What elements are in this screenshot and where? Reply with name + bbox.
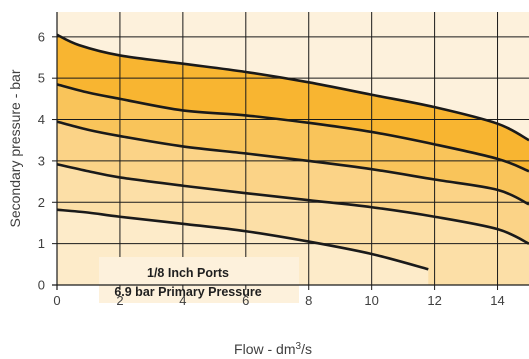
y-tick-label-3: 3 — [38, 153, 45, 168]
x-tick-label-6: 6 — [242, 293, 249, 308]
annotation-group: 1/8 Inch Ports 6.9 bar Primary Pressure — [99, 257, 299, 303]
curve-3 — [56, 120, 529, 206]
annotation-line-ports: 1/8 Inch Ports — [147, 266, 229, 280]
y-tick-label-6: 6 — [38, 29, 45, 44]
y-tick-label-1: 1 — [38, 236, 45, 251]
x-tick-label-0: 0 — [53, 293, 60, 308]
x-axis-label-main: Flow - dm — [234, 341, 295, 357]
annotation-background — [99, 257, 299, 303]
x-axis-label-superscript: 3 — [296, 341, 302, 352]
axes — [52, 12, 529, 290]
x-tick-label-4: 4 — [179, 293, 186, 308]
x-tick-labels: 0 2 4 6 8 10 12 14 — [53, 293, 504, 308]
x-axis-label: Flow - dm3/s — [234, 341, 312, 358]
curve-2 — [56, 83, 529, 173]
y-tick-labels: 0 1 2 3 4 5 6 — [38, 29, 45, 292]
x-axis-label-suffix: /s — [301, 341, 312, 357]
y-tick-label-5: 5 — [38, 71, 45, 86]
curve-5 — [56, 208, 429, 271]
y-tick-label-0: 0 — [38, 278, 45, 293]
annotation-line-pressure: 6.9 bar Primary Pressure — [114, 285, 261, 299]
y-tick-label-4: 4 — [38, 112, 45, 127]
curve-lines — [56, 33, 529, 271]
curve-1 — [56, 33, 529, 142]
y-axis-label: Secondary pressure - bar — [7, 69, 23, 227]
curve-4 — [56, 162, 529, 245]
x-tick-label-14: 14 — [490, 293, 504, 308]
x-tick-label-2: 2 — [116, 293, 123, 308]
x-tick-label-12: 12 — [427, 293, 441, 308]
y-tick-label-2: 2 — [38, 195, 45, 210]
x-tick-label-10: 10 — [364, 293, 378, 308]
x-tick-label-8: 8 — [305, 293, 312, 308]
